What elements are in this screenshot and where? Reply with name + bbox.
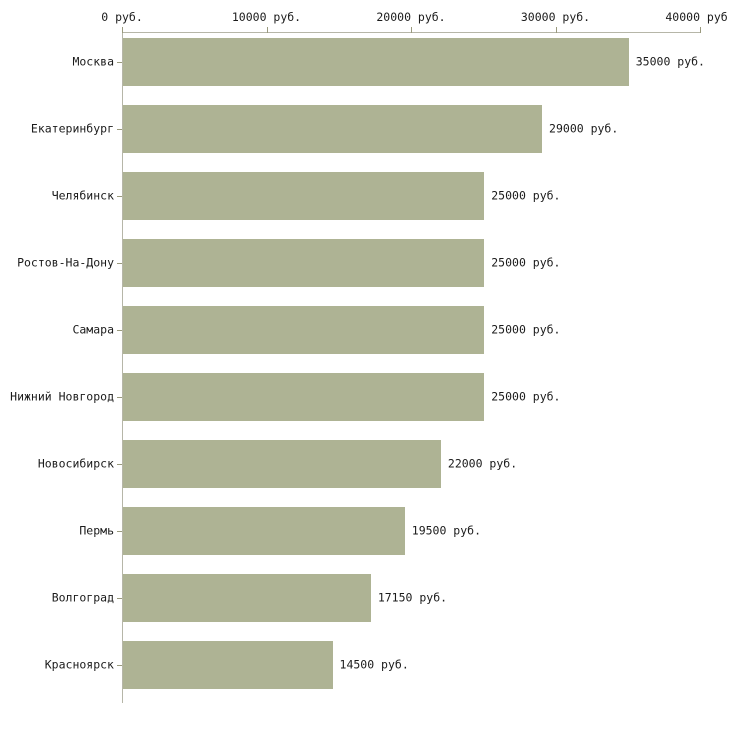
y-axis-category-label: Новосибирск bbox=[37, 456, 114, 471]
bar[interactable] bbox=[123, 38, 629, 86]
x-axis-tick bbox=[411, 27, 412, 33]
bar[interactable] bbox=[123, 507, 405, 555]
y-axis-category-label: Волгоград bbox=[51, 590, 114, 605]
bar-value-label: 25000 руб. bbox=[491, 322, 561, 337]
bar[interactable] bbox=[123, 172, 485, 220]
y-axis-category-label: Москва bbox=[72, 54, 114, 69]
bar-value-label: 35000 руб. bbox=[635, 54, 705, 69]
x-axis-tick-label: 40000 руб. bbox=[665, 10, 730, 24]
x-axis-tick bbox=[555, 27, 557, 33]
y-axis-category-label: Красноярск bbox=[44, 657, 114, 672]
y-axis-tick bbox=[117, 263, 122, 264]
y-axis-tick bbox=[117, 598, 122, 599]
x-axis-tick-label: 10000 руб. bbox=[231, 10, 302, 24]
y-axis-category-label: Ростов-На-Дону bbox=[17, 255, 114, 270]
bar-value-label: 29000 руб. bbox=[549, 121, 619, 136]
y-axis-category-label: Пермь bbox=[79, 523, 114, 538]
y-axis-tick bbox=[117, 665, 122, 666]
y-axis-tick bbox=[117, 531, 122, 532]
bar-value-label: 22000 руб. bbox=[447, 456, 518, 471]
bar[interactable] bbox=[123, 574, 371, 622]
y-axis-category-label: Самара bbox=[72, 322, 114, 337]
x-axis-tick-label: 30000 руб. bbox=[520, 10, 591, 24]
bar-value-label: 25000 руб. bbox=[491, 255, 561, 270]
y-axis-tick bbox=[117, 196, 122, 197]
y-axis-tick bbox=[117, 330, 122, 331]
y-axis-tick bbox=[117, 62, 122, 63]
x-axis-tick-label: 20000 руб. bbox=[376, 10, 446, 24]
bar-value-label: 25000 руб. bbox=[491, 188, 561, 203]
bar[interactable] bbox=[123, 306, 485, 354]
y-axis-line bbox=[122, 32, 123, 703]
y-axis-tick bbox=[117, 397, 122, 398]
y-axis-category-label: Екатеринбург bbox=[30, 121, 114, 136]
y-axis-category-label: Челябинск bbox=[51, 188, 114, 203]
bar-value-label: 17150 руб. bbox=[377, 590, 448, 605]
y-axis-category-label: Нижний Новгород bbox=[10, 389, 114, 404]
x-axis-tick bbox=[122, 27, 123, 33]
bar[interactable] bbox=[123, 373, 485, 421]
bar-value-label: 25000 руб. bbox=[491, 389, 561, 404]
bar[interactable] bbox=[123, 641, 333, 689]
bar[interactable] bbox=[123, 440, 441, 488]
y-axis-tick bbox=[117, 129, 122, 130]
x-axis-tick bbox=[700, 27, 701, 33]
x-axis-tick bbox=[266, 27, 268, 33]
bar[interactable] bbox=[123, 105, 543, 153]
bar[interactable] bbox=[123, 239, 485, 287]
bar-value-label: 19500 руб. bbox=[411, 523, 482, 538]
x-axis-tick-label: 0 руб. bbox=[101, 10, 143, 24]
y-axis-tick bbox=[117, 464, 122, 465]
bar-value-label: 14500 руб. bbox=[339, 657, 409, 672]
